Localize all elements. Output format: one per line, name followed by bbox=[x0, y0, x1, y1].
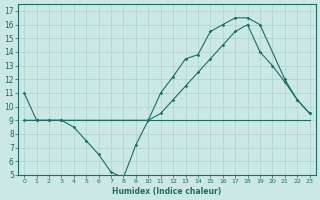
X-axis label: Humidex (Indice chaleur): Humidex (Indice chaleur) bbox=[112, 187, 221, 196]
